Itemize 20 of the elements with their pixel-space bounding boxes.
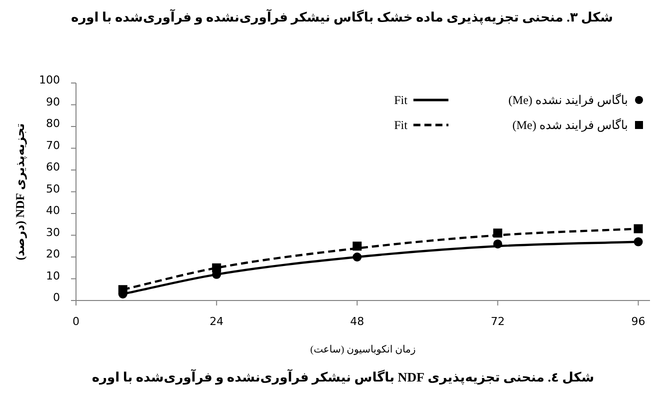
annotation: شکل ۳. منحنی تجزیه‌پذیری ماده خشک باگاس نیشکر فرآوری‌نشده و فرآوری‌شده با اوره [71,10,613,24]
x-tick-label: 72 [490,315,505,328]
y-tick-label: 0 [53,291,60,304]
y-tick-label: 60 [46,160,60,174]
title: شکل ٤. منحنی تجزیه‌پذیری NDF باگاس نیشکر فرآوری‌نشده و فرآوری‌شده با اوره [92,370,594,384]
y-tick-label: 10 [46,269,60,282]
y-axis-title: تجزیه‌پذیری NDF (درصد) [13,123,27,260]
x-axis-title: زمان انکوباسیون (ساعت) [310,344,416,356]
y-tick-label: 80 [46,117,60,130]
y-tick-label: 20 [46,248,60,260]
x-tick-label: 48 [350,315,364,328]
y-tick-label: 90 [46,95,60,108]
x-tick-label: 24 [210,315,224,328]
x-tick-label: 96 [631,315,646,328]
y-tick-label: 100 [39,74,60,86]
x-tick-label: 0 [72,315,80,328]
y-tick-label: 40 [46,204,60,217]
y-tick-label: 70 [46,138,60,152]
y-tick-label: 50 [46,182,60,196]
y-tick-label: 30 [46,226,60,239]
